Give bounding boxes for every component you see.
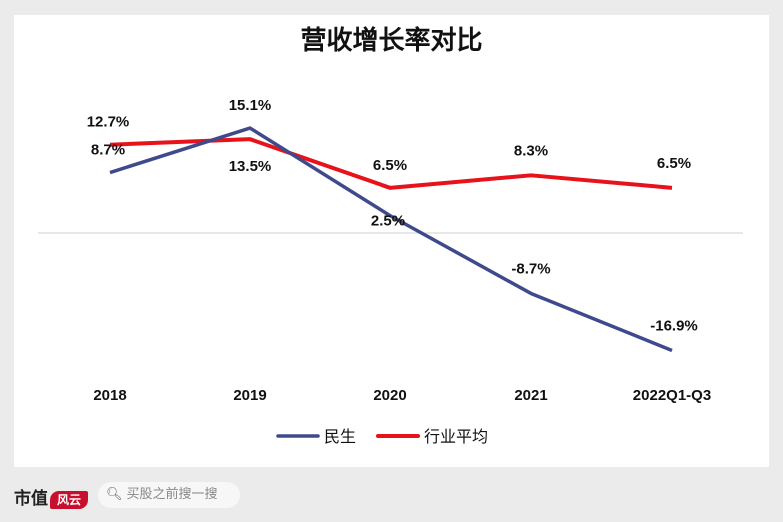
x-axis-ticks: 2018 2019 2020 2021 2022Q1-Q3 [93, 387, 711, 404]
series-layer [109, 126, 673, 353]
x-tick-label: 2020 [373, 387, 406, 404]
x-tick-label: 2021 [514, 387, 547, 404]
brand-logo-mark: 风云 [50, 490, 88, 509]
data-label: 8.3% [514, 142, 548, 159]
search-placeholder: 买股之前搜一搜 [126, 487, 218, 502]
data-label: 6.5% [657, 155, 691, 172]
chart-card [14, 15, 769, 467]
x-tick-label: 2022Q1-Q3 [633, 387, 711, 404]
data-label: 15.1% [229, 97, 272, 114]
legend-label: 民生 [324, 427, 356, 446]
x-tick-label: 2019 [233, 387, 266, 404]
data-label: 6.5% [373, 157, 407, 174]
x-tick-label: 2018 [93, 387, 126, 404]
data-label: 13.5% [229, 158, 272, 175]
line-chart: 8.7% 15.1% 2.5% -8.7% -16.9% 12.7% 13.5% 6.5% 8.… [38, 97, 743, 446]
data-label: 12.7% [87, 114, 130, 131]
series-line-industry-average [109, 137, 673, 190]
footer-bar: 市值 风云 🔍︎ 买股之前搜一搜 [0, 470, 783, 522]
data-label: -8.7% [511, 260, 550, 277]
brand-logo: 市值 风云 [14, 484, 88, 509]
search-icon: 🔍︎ [106, 487, 123, 502]
data-label: -16.9% [650, 317, 698, 334]
legend-label: 行业平均 [424, 427, 488, 446]
legend: 民生 行业平均 [276, 427, 488, 446]
search-box[interactable]: 🔍︎ 买股之前搜一搜 [98, 482, 240, 508]
chart-title: 营收增长率对比 [300, 26, 483, 56]
series-line-minsheng [109, 126, 673, 353]
data-label: 8.7% [91, 142, 125, 159]
data-label-layer: 8.7% 15.1% 2.5% -8.7% -16.9% 12.7% 13.5% 6.5% 8.… [87, 97, 698, 334]
brand-text: 市值 [14, 489, 48, 509]
data-label: 2.5% [371, 213, 405, 230]
